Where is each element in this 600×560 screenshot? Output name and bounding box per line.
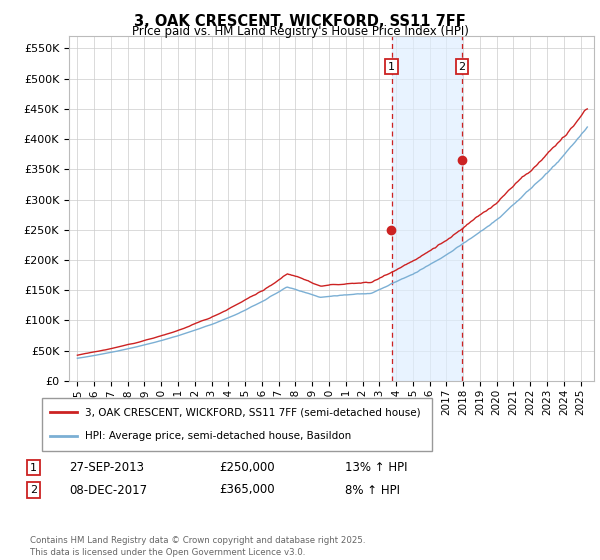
Text: Price paid vs. HM Land Registry's House Price Index (HPI): Price paid vs. HM Land Registry's House … [131,25,469,38]
Text: 08-DEC-2017: 08-DEC-2017 [69,483,147,497]
Text: 13% ↑ HPI: 13% ↑ HPI [345,461,407,474]
Text: 8% ↑ HPI: 8% ↑ HPI [345,483,400,497]
Bar [392,36,462,381]
Text: 2: 2 [30,485,37,495]
Text: 27-SEP-2013: 27-SEP-2013 [69,461,144,474]
FancyBboxPatch shape [42,398,432,451]
Text: £250,000: £250,000 [219,461,275,474]
Text: 3, OAK CRESCENT, WICKFORD, SS11 7FF (semi-detached house): 3, OAK CRESCENT, WICKFORD, SS11 7FF (sem… [85,408,421,418]
Text: Contains HM Land Registry data © Crown copyright and database right 2025.
This d: Contains HM Land Registry data © Crown c… [30,536,365,557]
Text: HPI: Average price, semi-detached house, Basildon: HPI: Average price, semi-detached house,… [85,431,351,441]
Text: 1: 1 [388,62,395,72]
Text: 2: 2 [458,62,466,72]
Text: £365,000: £365,000 [219,483,275,497]
Text: 1: 1 [30,463,37,473]
Text: 3, OAK CRESCENT, WICKFORD, SS11 7FF: 3, OAK CRESCENT, WICKFORD, SS11 7FF [134,14,466,29]
